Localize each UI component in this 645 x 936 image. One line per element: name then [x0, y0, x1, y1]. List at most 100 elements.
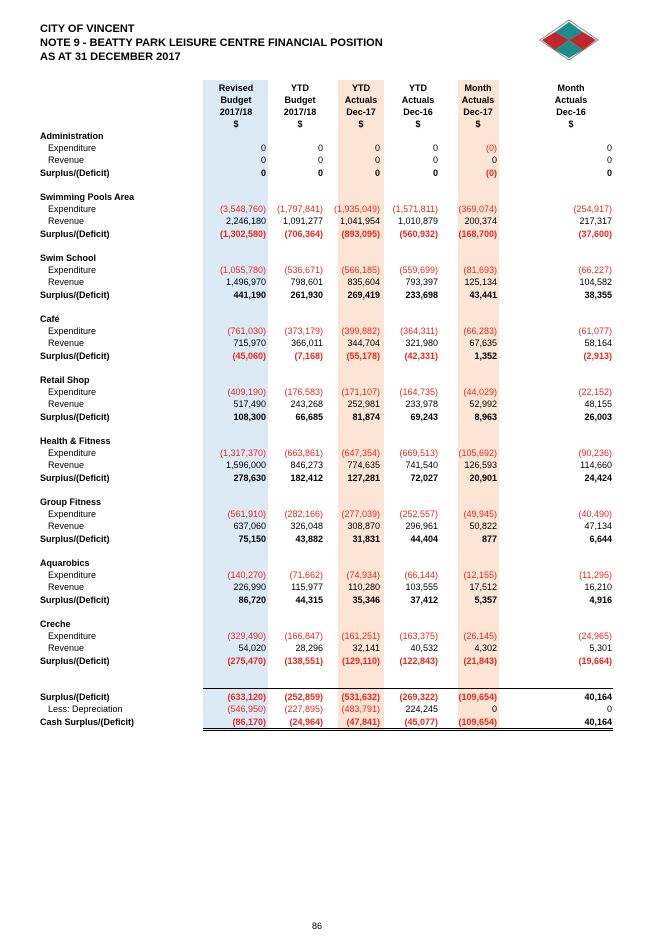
cell: 1,091,277	[282, 216, 323, 227]
cell: 32,141	[352, 643, 380, 654]
cell: (893,095)	[341, 228, 380, 239]
cell: (706,364)	[284, 228, 323, 239]
cell: 125,134	[464, 277, 497, 288]
column-header: Dec-17	[463, 107, 493, 117]
row-label: Surplus/(Deficit)	[40, 167, 110, 178]
cell: 517,490	[233, 399, 266, 410]
title: AS AT 31 DECEMBER 2017	[40, 51, 181, 63]
cell: 1,010,879	[397, 216, 438, 227]
section-title: Retail Shop	[40, 375, 90, 385]
cell: (1,317,370)	[219, 448, 266, 459]
cell: (254,917)	[573, 204, 612, 215]
total-label: Cash Surplus/(Deficit)	[40, 716, 135, 727]
cell: 715,970	[233, 338, 266, 349]
column-header: Dec-17	[346, 107, 376, 117]
cell: 0	[260, 155, 266, 166]
cell: 326,048	[290, 521, 323, 532]
column-header: Budget	[284, 95, 316, 105]
cell: 24,424	[584, 472, 612, 483]
cell: 321,980	[405, 338, 438, 349]
column-header: Actuals	[344, 95, 378, 105]
cell: 233,978	[405, 399, 438, 410]
column-header: Actuals	[461, 95, 495, 105]
page-number: 86	[312, 921, 323, 931]
column-header: YTD	[409, 83, 427, 93]
cell: (55,178)	[346, 350, 380, 361]
cell: 58,164	[584, 338, 612, 349]
cell: 0	[374, 155, 380, 166]
cell: (1,797,841)	[276, 204, 323, 215]
total-cell: 0	[491, 704, 497, 715]
cell: (282,166)	[284, 509, 323, 520]
cell: (66,283)	[463, 326, 497, 337]
cell: (26,145)	[463, 631, 497, 642]
cell: (129,110)	[341, 655, 380, 666]
total-cell: (269,322)	[399, 692, 438, 703]
cell: 296,961	[405, 521, 438, 532]
cell: (163,375)	[399, 631, 438, 642]
cell: 217,317	[579, 216, 612, 227]
cell: (138,551)	[284, 655, 323, 666]
row-label: Surplus/(Deficit)	[40, 411, 110, 422]
cell: (0)	[486, 143, 497, 154]
cell: 4,302	[474, 643, 497, 654]
total-cell: (483,791)	[341, 704, 380, 715]
cell: (176,583)	[284, 387, 323, 398]
cell: 44,404	[410, 533, 438, 544]
row-label: Revenue	[48, 277, 85, 288]
column-header: Actuals	[401, 95, 435, 105]
row-label: Revenue	[48, 582, 85, 593]
total-label: Less: Depreciation	[48, 704, 123, 715]
cell: 72,027	[410, 472, 438, 483]
cell: 44,315	[295, 594, 323, 605]
column-header: YTD	[291, 83, 309, 93]
row-label: Surplus/(Deficit)	[40, 228, 110, 239]
section-title: Café	[40, 314, 60, 324]
cell: 835,604	[347, 277, 380, 288]
column-header: YTD	[352, 83, 370, 93]
column-header: $	[297, 119, 303, 129]
total-cell: (47,841)	[346, 716, 380, 727]
column-header: Month	[464, 83, 492, 93]
cell: (12,155)	[463, 570, 497, 581]
cell: (42,331)	[404, 350, 438, 361]
cell: (364,311)	[400, 326, 438, 337]
section-title: Swimming Pools Area	[40, 192, 135, 202]
cell: (40,490)	[578, 509, 612, 520]
cell: 127,281	[347, 472, 380, 483]
section-title: Aquarobics	[40, 558, 90, 568]
row-label: Surplus/(Deficit)	[40, 594, 110, 605]
cell: (161,251)	[341, 631, 380, 642]
cell: (252,557)	[399, 509, 438, 520]
total-cell: (546,950)	[227, 704, 266, 715]
cell: (140,270)	[227, 570, 266, 581]
cell: 0	[432, 143, 438, 154]
row-label: Expenditure	[48, 448, 97, 459]
row-label: Expenditure	[48, 143, 97, 154]
cell: (2,913)	[583, 350, 612, 361]
row-label: Revenue	[48, 216, 85, 227]
cell: 0	[606, 155, 612, 166]
cell: 0	[491, 155, 497, 166]
title: NOTE 9 - BEATTY PARK LEISURE CENTRE FINA…	[40, 37, 383, 49]
title: CITY OF VINCENT	[40, 23, 135, 35]
cell: (0)	[486, 167, 497, 178]
cell: (566,185)	[341, 265, 380, 276]
cell: (11,295)	[579, 570, 612, 581]
total-cell: (45,077)	[404, 716, 438, 727]
cell: 50,822	[469, 521, 497, 532]
section-title: Health & Fitness	[40, 436, 111, 446]
row-label: Revenue	[48, 521, 85, 532]
row-label: Surplus/(Deficit)	[40, 655, 110, 666]
cell: 269,419	[347, 289, 380, 300]
total-cell: (531,632)	[341, 692, 380, 703]
cell: 37,412	[410, 594, 438, 605]
cell: (373,179)	[284, 326, 323, 337]
row-label: Revenue	[48, 460, 85, 471]
cell: (19,664)	[578, 655, 612, 666]
cell: 0	[260, 143, 266, 154]
cell: 0	[374, 143, 380, 154]
cell: (122,843)	[399, 655, 438, 666]
cell: 16,210	[584, 582, 612, 593]
